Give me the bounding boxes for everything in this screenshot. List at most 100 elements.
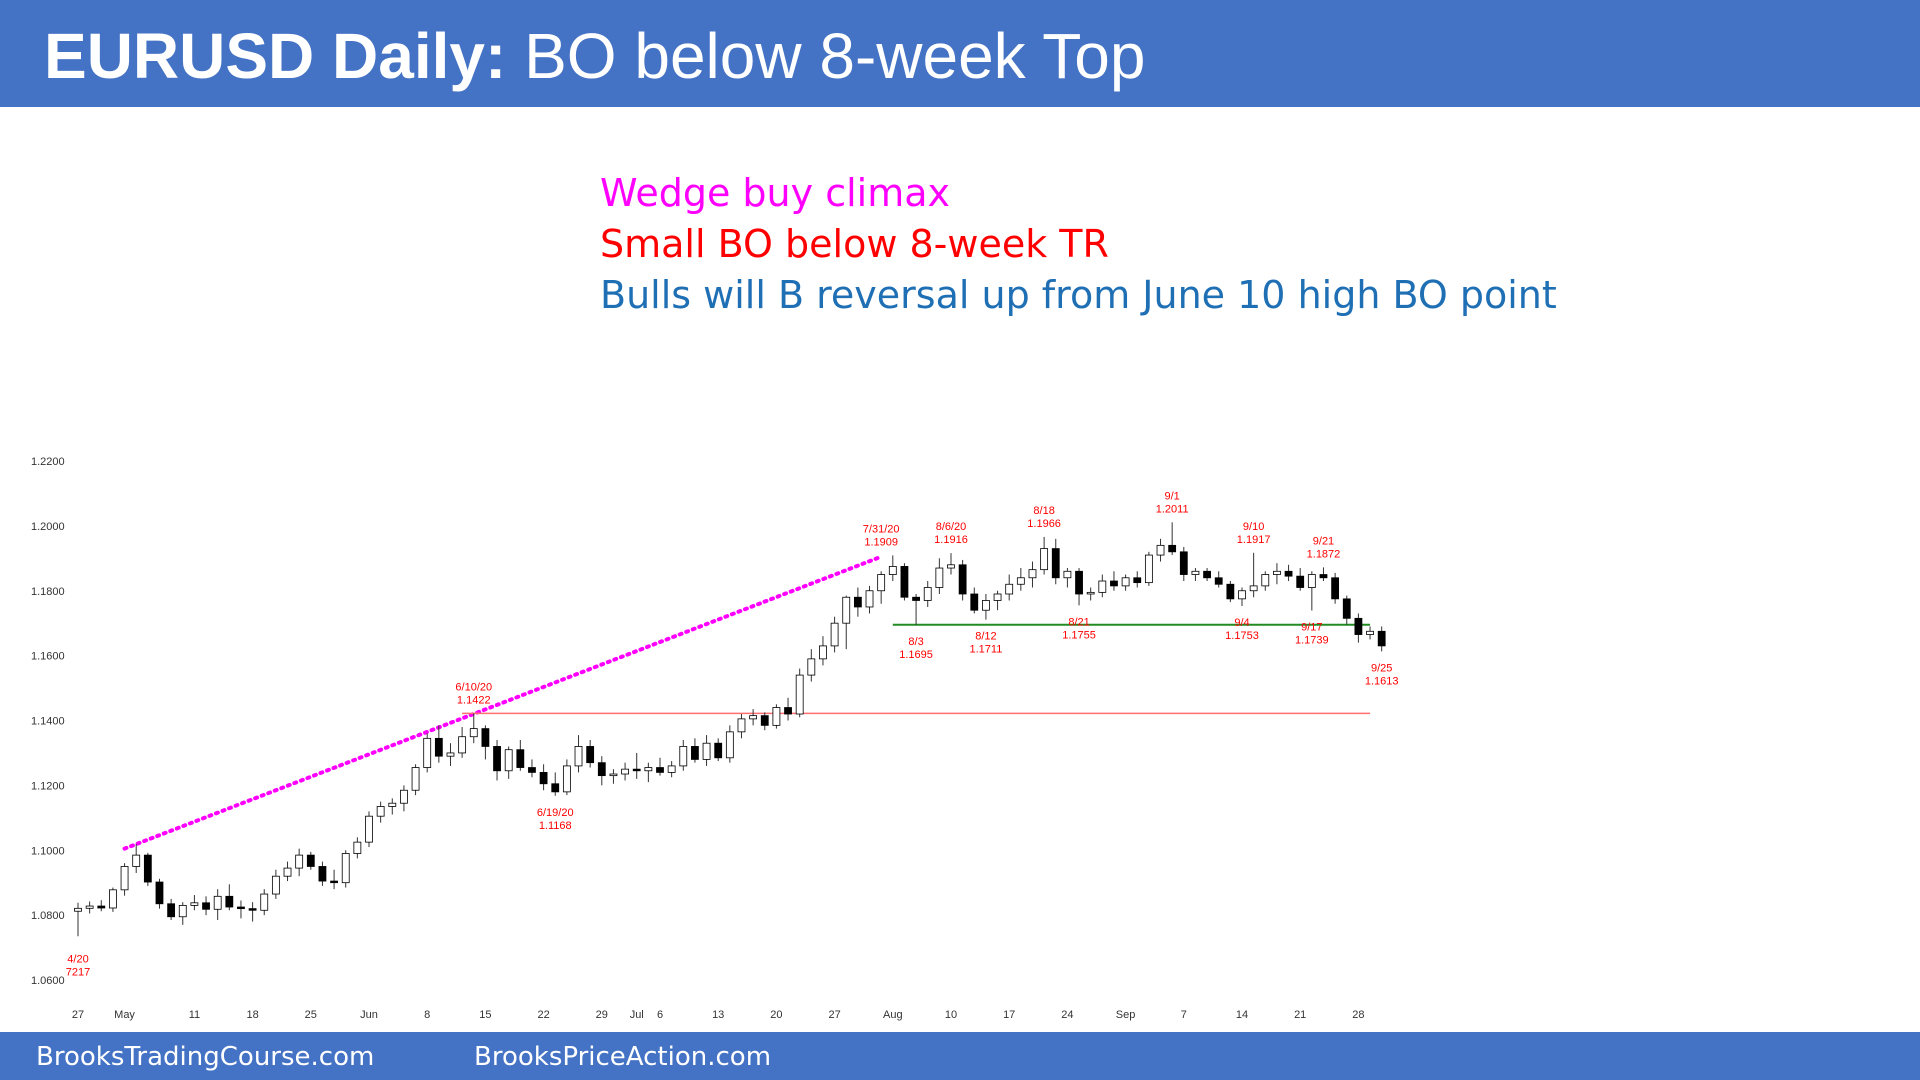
annotation-label: 1.1753 xyxy=(1225,630,1259,642)
candle xyxy=(982,593,990,620)
candle xyxy=(819,636,827,666)
candle-body xyxy=(411,767,420,791)
annotation-label: 1.1966 xyxy=(1027,518,1061,530)
annotation-label: 8/21 xyxy=(1068,616,1089,628)
candle xyxy=(365,811,373,848)
candle-body xyxy=(481,728,490,747)
candle xyxy=(1086,587,1095,601)
candle xyxy=(109,887,117,912)
candle-body xyxy=(1144,554,1153,584)
candle-body xyxy=(376,806,385,817)
candle-body xyxy=(155,881,164,905)
candle xyxy=(1191,568,1200,582)
candle-body xyxy=(434,737,443,757)
candle xyxy=(1249,552,1258,598)
footer-link-brookstradingcourse[interactable]: BrooksTradingCourse.com xyxy=(36,1042,375,1072)
candle-body xyxy=(1191,570,1200,575)
candle-body xyxy=(1273,570,1281,575)
annotation-label: 8/12 xyxy=(975,631,996,643)
candle xyxy=(155,878,164,909)
note-bulls-reversal: Bulls will B reversal up from June 10 hi… xyxy=(600,273,1557,317)
annotation-label: 1.1613 xyxy=(1365,675,1399,687)
candle-body xyxy=(400,789,408,804)
candle-body xyxy=(1086,591,1095,595)
candle xyxy=(493,739,501,781)
title-bold: EURUSD Daily: xyxy=(44,20,507,92)
candle-body xyxy=(248,908,257,911)
x-tick-label: 8 xyxy=(424,1009,430,1021)
candle-body xyxy=(260,893,269,911)
candle xyxy=(877,571,886,604)
candle-body xyxy=(982,600,990,611)
candle xyxy=(621,762,629,781)
candle-body xyxy=(1296,575,1305,588)
candle-body xyxy=(225,895,234,908)
y-tick-label: 1.1600 xyxy=(31,651,65,663)
y-tick-label: 1.2000 xyxy=(31,521,65,533)
candle-body xyxy=(458,736,467,754)
candle xyxy=(1331,572,1340,604)
y-tick-label: 1.0600 xyxy=(31,975,65,987)
candle-body xyxy=(621,768,629,775)
annotation-label: 7/31/20 xyxy=(863,523,900,535)
candle xyxy=(1098,574,1107,598)
candle xyxy=(237,900,245,919)
candle xyxy=(504,746,513,779)
price-annotation: 6/10/201.1422 xyxy=(455,681,492,706)
price-annotation: 9/251.1613 xyxy=(1365,662,1399,687)
candle xyxy=(446,743,455,766)
candle-body xyxy=(469,728,478,738)
candle-body xyxy=(1377,630,1386,647)
candle xyxy=(434,725,443,763)
candle xyxy=(318,861,327,886)
y-tick-label: 1.1000 xyxy=(31,845,65,857)
x-tick-label: May xyxy=(114,1009,135,1021)
candle xyxy=(1144,551,1153,586)
annotation-label: 9/10 xyxy=(1243,521,1264,533)
candle xyxy=(388,798,397,815)
candle xyxy=(1366,626,1374,640)
candle-body xyxy=(318,866,327,882)
candle-body xyxy=(644,767,653,772)
candle xyxy=(1261,571,1270,591)
candle xyxy=(656,757,664,776)
candle-body xyxy=(1319,574,1328,579)
candle-body xyxy=(784,707,792,715)
chart-lines xyxy=(122,554,1371,851)
x-tick-label: 6 xyxy=(657,1009,663,1021)
annotation-label: 9/1 xyxy=(1165,490,1180,502)
y-tick-label: 1.1400 xyxy=(31,716,65,728)
candle xyxy=(178,902,187,925)
candle xyxy=(74,902,82,937)
candle-body xyxy=(1226,583,1235,600)
candle-body xyxy=(574,746,583,767)
candle xyxy=(330,869,338,890)
candle-body xyxy=(1366,630,1374,635)
candle xyxy=(260,889,269,916)
candle xyxy=(248,902,257,922)
candle-body xyxy=(178,904,187,918)
x-tick-label: 17 xyxy=(1003,1009,1015,1021)
candle xyxy=(190,895,199,911)
candle xyxy=(1075,568,1083,606)
annotation-label: 7217 xyxy=(66,967,90,979)
candle-body xyxy=(202,902,210,910)
candle-body xyxy=(74,907,82,912)
candle xyxy=(295,848,304,877)
candlestick-chart: 1.0600 1.0800 1.1000 1.1200 1.1400 1.1600 1.18… xyxy=(31,456,1399,1021)
candle-body xyxy=(295,854,304,869)
candle xyxy=(516,739,525,771)
candle xyxy=(97,900,106,912)
candle xyxy=(562,759,571,796)
candle xyxy=(1307,571,1316,611)
candle xyxy=(1051,538,1060,585)
candle xyxy=(737,714,746,739)
price-annotation: 8/121.1711 xyxy=(970,631,1003,656)
candle xyxy=(679,739,688,771)
candle xyxy=(714,738,723,762)
footer-bar xyxy=(0,1032,1920,1080)
candle-body xyxy=(504,749,513,772)
candle xyxy=(574,735,583,773)
x-tick-label: 25 xyxy=(305,1009,317,1021)
footer-link-brookspriceaction[interactable]: BrooksPriceAction.com xyxy=(474,1042,772,1072)
